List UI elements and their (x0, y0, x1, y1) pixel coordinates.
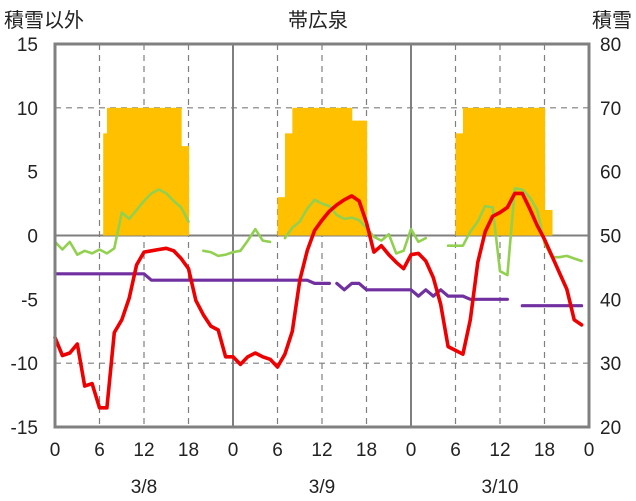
day-label: 3/9 (309, 477, 335, 498)
x-tick-label: 18 (534, 440, 555, 461)
right-axis-title: 積雪 (592, 9, 632, 32)
precip-bar (181, 146, 190, 236)
chart-title: 帯広泉 (288, 9, 348, 32)
left-tick-label: -15 (11, 418, 38, 439)
left-tick-label: 5 (27, 163, 38, 184)
precip-bar (314, 107, 323, 236)
right-tick-label: 50 (600, 227, 621, 248)
precip-bar (284, 133, 293, 236)
left-axis-title: 積雪以外 (4, 9, 84, 32)
x-tick-label: 0 (584, 440, 595, 461)
precip-bar (322, 107, 331, 236)
series-lines (53, 187, 584, 410)
precip-bar (292, 107, 301, 236)
green-series-line (446, 187, 583, 277)
precip-bar (173, 107, 182, 236)
precip-bar (477, 107, 486, 236)
precip-bar (529, 107, 538, 236)
precip-bar (129, 107, 138, 236)
precip-bar (462, 107, 471, 236)
precip-bar (507, 107, 516, 236)
left-tick-labels: 15 10 5 0 -5 -10 -15 (11, 35, 38, 439)
precipitation-bars (103, 107, 553, 236)
x-tick-label: 0 (228, 440, 239, 461)
precip-bar (359, 120, 368, 236)
precip-bar (544, 209, 553, 236)
green-series-line (53, 188, 190, 256)
right-tick-label: 60 (600, 163, 621, 184)
right-tick-label: 40 (600, 290, 621, 311)
precip-bar (344, 107, 353, 236)
precip-bar (106, 107, 115, 236)
x-tick-label: 6 (272, 440, 283, 461)
right-tick-label: 70 (600, 99, 621, 120)
precip-bar (492, 107, 501, 236)
x-tick-label: 6 (450, 440, 461, 461)
x-tick-label: 12 (133, 440, 154, 461)
precip-bar (114, 107, 123, 236)
precip-bar (336, 107, 345, 236)
precip-bar (514, 107, 523, 236)
x-tick-label: 12 (489, 440, 510, 461)
precip-bar (470, 107, 479, 236)
right-tick-label: 30 (600, 354, 621, 375)
precip-bar (485, 107, 494, 236)
left-tick-label: -5 (21, 290, 38, 311)
left-tick-label: -10 (11, 354, 38, 375)
green-series-line (283, 198, 428, 255)
precip-bar (307, 107, 316, 236)
x-tick-labels: 0 6 12 18 0 6 12 18 0 6 12 18 0 (50, 440, 595, 461)
precip-bar (522, 107, 531, 236)
green-series-line (202, 227, 272, 258)
x-tick-label: 0 (406, 440, 417, 461)
precip-bar (277, 197, 286, 236)
x-tick-label: 18 (356, 440, 377, 461)
precip-bar (121, 107, 130, 236)
left-tick-label: 15 (17, 35, 38, 56)
temperature-line (53, 191, 584, 410)
right-tick-labels: 80 70 60 50 40 30 20 (600, 35, 621, 439)
precip-bar (151, 107, 160, 236)
x-tick-label: 0 (50, 440, 61, 461)
day-label: 3/10 (482, 477, 519, 498)
snow-depth-line (335, 281, 509, 301)
precip-bar (537, 107, 546, 236)
right-tick-label: 80 (600, 35, 621, 56)
plot-frame (53, 42, 591, 429)
right-tick-label: 20 (600, 418, 621, 439)
precip-bar (500, 107, 509, 236)
precip-bar (329, 107, 338, 236)
precip-bar (136, 107, 145, 236)
precip-bar (299, 107, 308, 236)
precip-bar (166, 107, 175, 236)
x-tick-label: 6 (94, 440, 105, 461)
precip-bar (351, 120, 360, 236)
x-tick-label: 12 (311, 440, 332, 461)
left-tick-label: 10 (17, 99, 38, 120)
day-labels: 3/8 3/9 3/10 (131, 477, 519, 498)
precip-bar (158, 107, 167, 236)
day-label: 3/8 (131, 477, 157, 498)
precip-bar (455, 133, 464, 236)
snow-depth-line (53, 272, 331, 285)
left-tick-label: 0 (27, 227, 38, 248)
x-tick-label: 18 (178, 440, 199, 461)
precip-bar (144, 107, 153, 236)
